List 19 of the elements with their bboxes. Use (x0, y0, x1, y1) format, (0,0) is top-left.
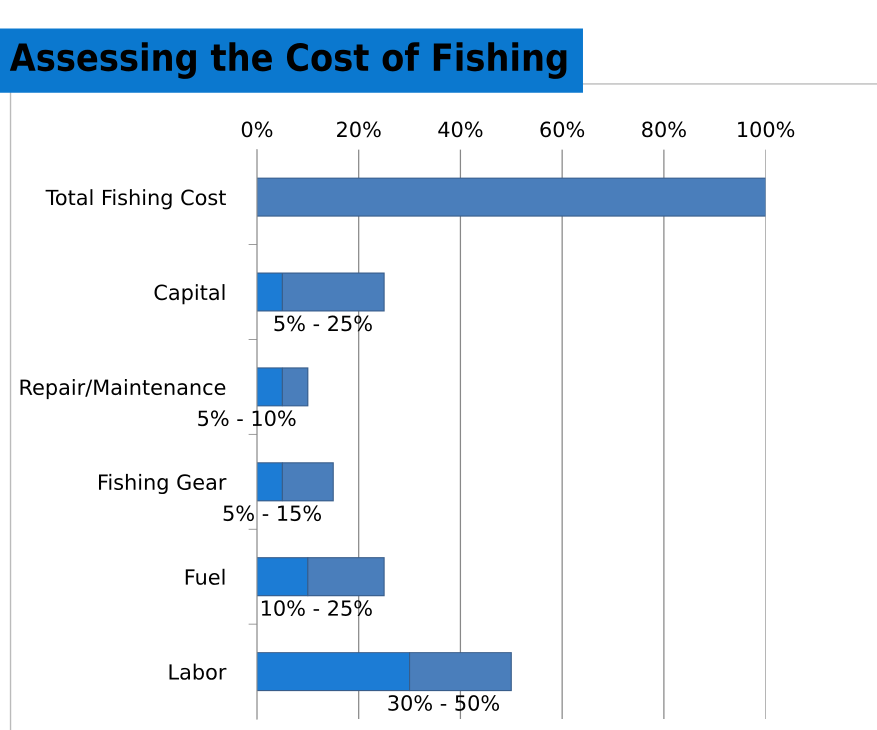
y-tick-label: Total Fishing Cost (46, 189, 226, 210)
annotation: 10% - 25% (262, 600, 372, 616)
y-tick-label: Capital (154, 284, 224, 304)
x-tick-label: 60% (540, 122, 584, 138)
bar (256, 178, 766, 217)
x-tick-label: 40% (438, 122, 482, 138)
y-tick-label: Fuel (186, 568, 224, 585)
y-tick-label: Fishing Gear (99, 474, 226, 494)
chart-title: Assessing the Cost of Fishing (10, 42, 566, 79)
y-tick-label: Labor (170, 664, 226, 680)
x-tick-label: 100% (738, 122, 794, 138)
annotation: 30% - 50% (388, 695, 500, 711)
x-tick-label: 20% (337, 122, 381, 138)
annotation: 5% - 25% (274, 316, 372, 332)
annotation: 5% - 10% (198, 410, 296, 426)
annotation: 5% - 15% (224, 505, 322, 522)
x-tick-label: 0% (242, 122, 272, 138)
x-tick-label: 80% (642, 122, 686, 138)
y-tick-label: Repair/Maintenance (20, 378, 226, 400)
